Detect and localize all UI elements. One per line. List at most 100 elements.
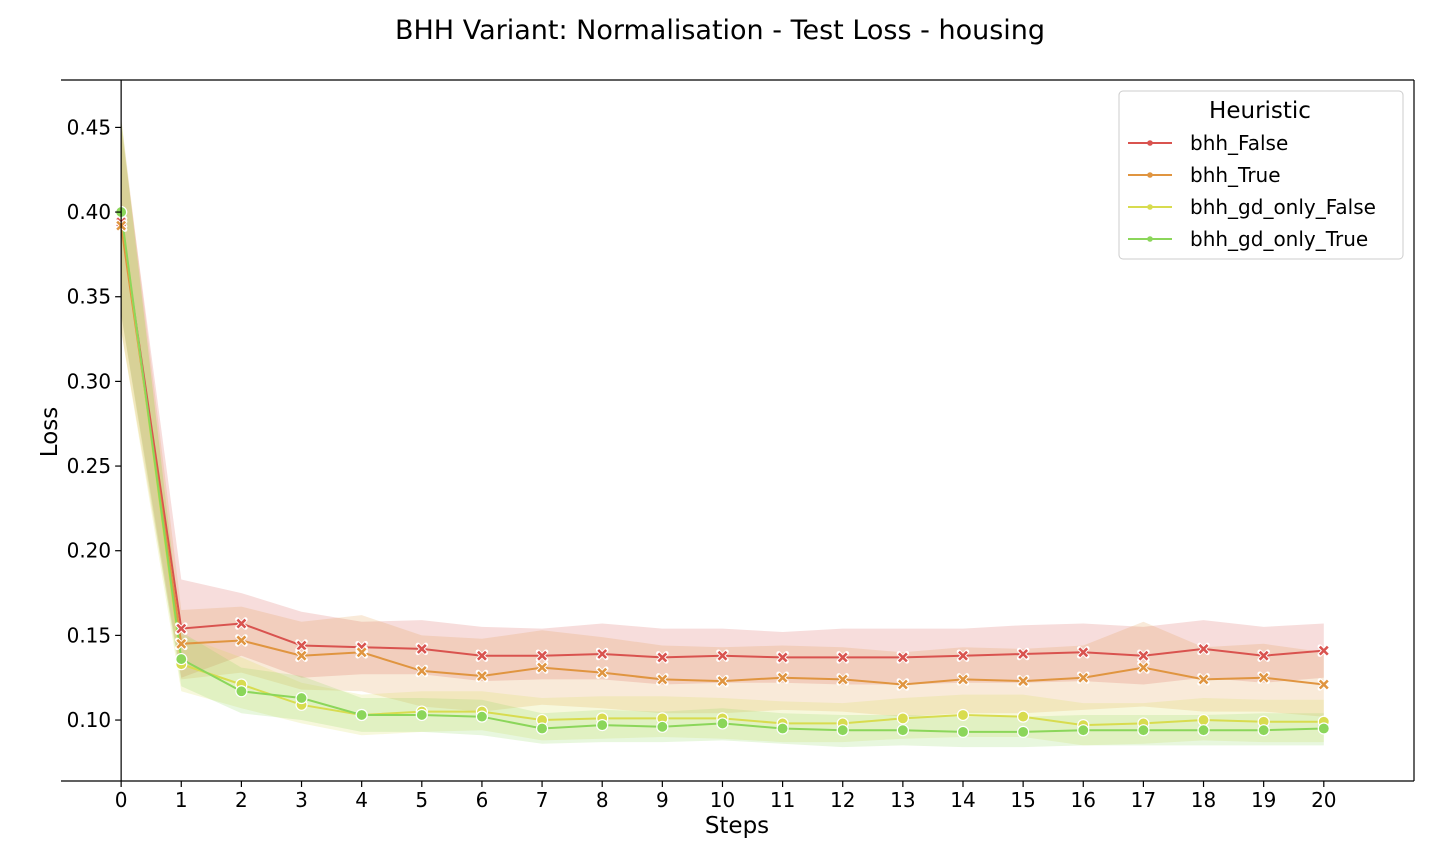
point-bhh-gd-only-true <box>596 719 609 732</box>
x-tick-label: 14 <box>950 788 975 812</box>
x-tick-label: 0 <box>115 788 128 812</box>
legend-item-bhh-gd-only-true: bhh_gd_only_True <box>1128 227 1368 251</box>
axes <box>61 79 1415 782</box>
point-bhh-false <box>1016 647 1030 661</box>
point-bhh-false <box>776 651 789 664</box>
point-bhh-true <box>235 634 248 647</box>
x-tick-label: 11 <box>770 788 795 812</box>
legend-swatch-marker <box>1147 204 1153 210</box>
legend-label: bhh_gd_only_True <box>1190 227 1368 251</box>
legend-swatch-marker <box>1147 172 1153 178</box>
legend-item-bhh-false: bhh_False <box>1128 131 1288 155</box>
point-bhh-false <box>295 639 308 652</box>
point-bhh-false <box>175 622 188 635</box>
point-bhh-false <box>1137 649 1150 662</box>
x-tick-label: 12 <box>830 788 855 812</box>
legend-title: Heuristic <box>1209 98 1311 124</box>
x-tick-label: 1 <box>175 788 188 812</box>
x-tick-label: 16 <box>1071 788 1096 812</box>
x-tick-label: 19 <box>1251 788 1276 812</box>
legend-item-bhh-gd-only-false: bhh_gd_only_False <box>1128 195 1376 219</box>
point-bhh-true <box>956 673 970 686</box>
point-bhh-gd-only-true <box>776 722 789 735</box>
point-bhh-gd-only-true <box>1197 724 1210 737</box>
point-bhh-true <box>776 671 789 684</box>
y-tick-label: 0.10 <box>67 708 112 732</box>
point-bhh-false <box>235 617 248 630</box>
point-bhh-gd-only-true <box>175 652 188 666</box>
y-tick-label: 0.20 <box>67 539 112 563</box>
point-bhh-gd-only-true <box>355 708 368 722</box>
y-ticks: 0.10 0.15 0.20 0.25 0.30 0.35 0.40 0.45 <box>67 115 122 732</box>
y-axis-label: Loss <box>37 407 63 457</box>
x-tick-label: 17 <box>1131 788 1156 812</box>
point-bhh-true <box>1317 678 1331 691</box>
legend-items: bhh_False bhh_True bhh_gd_only_False bhh_gd… <box>1128 131 1376 251</box>
point-bhh-true <box>535 661 549 674</box>
line-bhh-false <box>120 222 1324 659</box>
x-tick-label: 5 <box>415 788 428 812</box>
point-bhh-gd-only-true <box>1317 722 1330 735</box>
point-bhh-gd-only-true <box>295 691 308 705</box>
point-bhh-true <box>1016 674 1030 688</box>
point-bhh-gd-only-true <box>836 724 849 737</box>
legend: Heuristic bhh_False bhh_True bhh_gd_only_F… <box>1118 90 1404 260</box>
x-tick-label: 6 <box>476 788 489 812</box>
point-bhh-false <box>1197 642 1210 656</box>
point-bhh-gd-only-false <box>896 712 909 725</box>
point-bhh-false <box>595 647 609 661</box>
point-bhh-false <box>956 649 970 662</box>
point-bhh-true <box>295 649 308 662</box>
legend-label: bhh_False <box>1190 131 1288 155</box>
x-tick-label: 7 <box>536 788 549 812</box>
point-bhh-gd-only-true <box>1017 725 1030 738</box>
point-bhh-true <box>415 664 429 678</box>
x-tick-label: 15 <box>1010 788 1035 812</box>
point-bhh-true <box>656 673 669 686</box>
legend-box <box>1118 90 1404 260</box>
point-bhh-gd-only-true <box>235 685 248 698</box>
legend-swatch-marker <box>1147 236 1153 242</box>
point-bhh-gd-only-true <box>716 717 729 730</box>
point-bhh-false <box>1257 649 1270 662</box>
point-bhh-false <box>535 649 549 662</box>
point-bhh-true <box>595 666 609 679</box>
point-bhh-false <box>1317 644 1331 657</box>
x-tick-label: 9 <box>656 788 669 812</box>
point-bhh-true <box>1077 671 1090 684</box>
legend-item-bhh-true: bhh_True <box>1128 163 1281 187</box>
x-tick-label: 10 <box>710 788 735 812</box>
point-bhh-gd-only-false <box>1197 713 1210 727</box>
chart-title: BHH Variant: Normalisation - Test Loss -… <box>395 15 1045 46</box>
point-bhh-false <box>1077 646 1090 659</box>
point-bhh-gd-only-true <box>1257 724 1270 737</box>
legend-label: bhh_True <box>1190 163 1281 187</box>
x-tick-label: 13 <box>890 788 915 812</box>
series-markers <box>114 205 1331 738</box>
point-bhh-gd-only-true <box>656 720 669 733</box>
x-ticks: 0 1 2 3 4 5 6 7 8 9 10 11 12 13 14 15 16 17 18 19 20 <box>115 781 1337 812</box>
point-bhh-gd-only-true <box>535 722 549 735</box>
band-bhh-false <box>121 127 1324 685</box>
x-tick-label: 3 <box>295 788 308 812</box>
y-tick-label: 0.30 <box>67 369 112 393</box>
point-bhh-gd-only-false <box>956 708 970 722</box>
point-bhh-false <box>716 649 729 662</box>
x-tick-label: 20 <box>1311 788 1336 812</box>
point-bhh-false <box>836 651 849 664</box>
point-bhh-true <box>1197 673 1210 686</box>
point-bhh-gd-only-true <box>475 710 489 723</box>
point-bhh-false <box>475 649 489 662</box>
point-bhh-true <box>896 678 910 691</box>
y-tick-label: 0.25 <box>67 454 112 478</box>
y-tick-label: 0.45 <box>67 115 112 139</box>
y-tick-label: 0.15 <box>67 623 112 647</box>
point-bhh-false <box>896 651 910 664</box>
point-bhh-gd-only-false <box>1017 710 1030 723</box>
point-bhh-gd-only-true <box>1077 724 1090 737</box>
x-tick-label: 2 <box>235 788 248 812</box>
x-axis-label: Steps <box>705 813 769 839</box>
x-tick-label: 4 <box>355 788 368 812</box>
point-bhh-true <box>175 637 188 651</box>
